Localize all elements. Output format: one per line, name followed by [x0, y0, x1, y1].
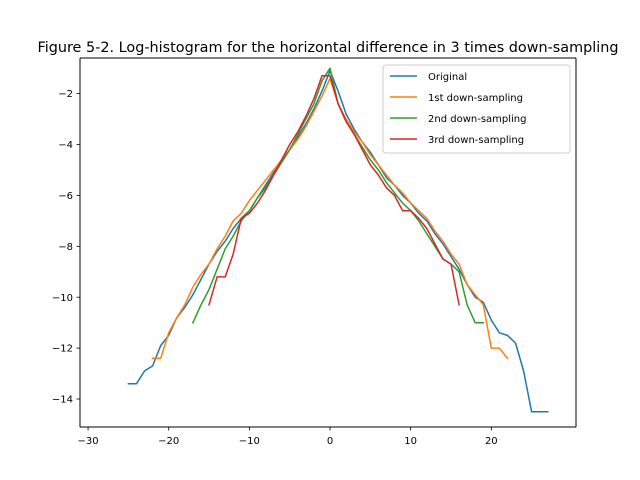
- legend-label-3: 2nd down-sampling: [428, 114, 527, 125]
- x-tick-label: −30: [78, 436, 99, 447]
- legend-label-4: 3rd down-sampling: [428, 135, 524, 146]
- x-tick-label: −20: [158, 436, 179, 447]
- axes-layer: [79, 57, 577, 428]
- x-tick-label: 0: [327, 436, 333, 447]
- ticks-layer: −30 −20 −10 0 10 20 −14 −12 −10 −8 −6 −4 −2: [52, 89, 498, 447]
- y-tick-label: −8: [58, 242, 73, 253]
- series-line-4: [208, 75, 460, 306]
- y-tick-label: −10: [52, 293, 73, 304]
- y-tick-label: −14: [52, 395, 73, 406]
- x-tick-label: −10: [239, 436, 260, 447]
- y-tick-label: −6: [58, 191, 73, 202]
- legend-label-1: Original: [428, 72, 467, 83]
- chart-legend: Original 1st down-sampling 2nd down-sampli…: [382, 64, 571, 154]
- y-tick-label: −12: [52, 344, 73, 355]
- y-tick-label: −2: [58, 89, 73, 100]
- y-tick-label: −4: [58, 140, 73, 151]
- x-tick-label: 20: [485, 436, 498, 447]
- x-tick-label: 10: [404, 436, 417, 447]
- series-layer: [127, 67, 549, 413]
- legend-box: [382, 64, 571, 154]
- legend-label-2: 1st down-sampling: [428, 93, 523, 104]
- chart-title: Figure 5-2. Log-histogram for the horizo…: [37, 40, 618, 56]
